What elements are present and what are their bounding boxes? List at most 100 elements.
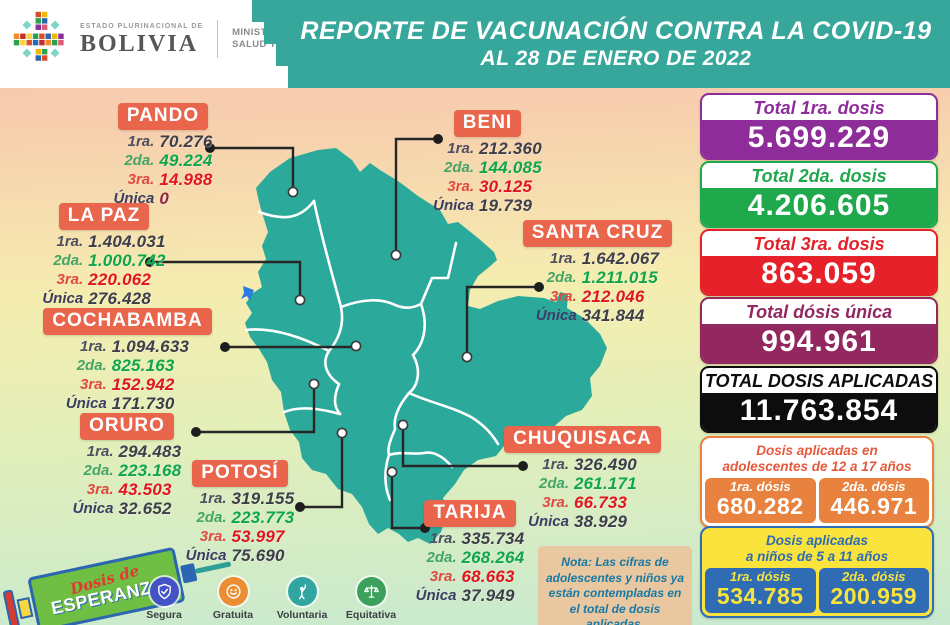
dose1-label: 1ra.: [127, 133, 155, 150]
total-dose2-label: Total 2da. dosis: [751, 166, 887, 186]
unique-dose-label: Única: [433, 197, 474, 214]
raised-hand-icon: [287, 577, 317, 606]
dose1-label: 1ra.: [80, 338, 107, 355]
adolescents-title-line2: adolescentes de 12 a 17 años: [722, 458, 912, 474]
value-label: Gratuita: [212, 609, 254, 621]
bolivia-coat-logo-icon: [13, 11, 64, 61]
adolescents-card-title: Dosis aplicadas en adolescentes de 12 a …: [705, 441, 929, 478]
dose2-value: 268.264: [461, 548, 525, 567]
dose2-value: 49.224: [159, 151, 213, 170]
children-dose1-value: 534.785: [716, 583, 804, 610]
value-label: Voluntaria: [276, 609, 328, 621]
department-name: POTOSÍ: [192, 460, 288, 487]
adolescents-dose1-value: 680.282: [716, 493, 804, 520]
dose1-label: 1ra.: [56, 233, 84, 250]
dose1-label: 1ra.: [447, 140, 474, 157]
department-block-oruro: ORURO 1ra. 294.483 2da. 223.168 3ra. 43.503…: [52, 413, 202, 518]
dose3-value: 30.125: [479, 177, 533, 196]
department-block-beni: BENI 1ra. 212.360 2da. 144.085 3ra. 30.125 …: [420, 110, 555, 215]
dose2-value: 825.163: [111, 356, 175, 375]
department-stats: 1ra. 1.094.633 2da. 825.163 3ra. 152.942 Ún…: [66, 337, 189, 413]
unique-dose-value: 37.949: [461, 586, 515, 605]
syringe-needle-icon: [194, 561, 232, 574]
smiley-icon: [218, 577, 248, 606]
dose1-value: 212.360: [479, 139, 542, 158]
value-label: Equitativa: [345, 609, 397, 621]
dose2-value: 261.171: [574, 474, 637, 493]
dose3-label: 3ra.: [56, 271, 84, 288]
syringe-seal-icon: [16, 596, 34, 620]
dose3-value: 66.733: [574, 493, 628, 512]
dose3-value: 53.997: [231, 527, 285, 546]
adolescents-dose-boxes: 1ra. dósis 680.282 2da. dósis 446.971: [705, 477, 929, 523]
unique-dose-label: Única: [415, 587, 457, 604]
department-stats: 1ra. 1.642.067 2da. 1.211.015 3ra. 212.046 …: [536, 249, 659, 325]
dose2-value: 223.773: [231, 508, 295, 527]
adolescents-dose2-label: 2da. dósis: [841, 478, 906, 494]
dose2-value: 1.211.015: [581, 268, 658, 287]
total-unique-dose-value: 994.961: [702, 324, 936, 362]
dose2-label: 2da.: [124, 152, 155, 169]
department-block-cochabamba: COCHABAMBA 1ra. 1.094.633 2da. 825.163 3ra…: [35, 308, 220, 413]
dose1-value: 1.094.633: [111, 337, 190, 356]
unique-dose-value: 276.428: [88, 289, 152, 308]
logo-divider: [217, 20, 219, 58]
dose1-label: 1ra.: [429, 530, 457, 547]
dose2-label: 2da.: [53, 252, 84, 269]
dose3-value: 68.663: [461, 567, 515, 586]
dose2-label: 2da.: [196, 509, 227, 526]
grand-total-card: TOTAL DOSIS APLICADAS 11.763.854: [700, 366, 938, 433]
children-card-title: Dosis aplicadas a niños de 5 a 11 años: [705, 531, 929, 568]
unique-dose-label: Única: [72, 500, 114, 517]
dose2-label: 2da.: [76, 357, 107, 374]
adolescents-dose2-box: 2da. dósis 446.971: [818, 477, 929, 523]
department-name: PANDO: [117, 103, 209, 130]
children-doses-card: Dosis aplicadas a niños de 5 a 11 años 1…: [700, 526, 934, 618]
header-bar: ESTADO PLURINACIONAL DE BOLIVIA MINISTER…: [0, 0, 950, 88]
dose2-value: 1.000.742: [88, 251, 166, 270]
unique-dose-value: 38.929: [574, 512, 628, 531]
department-stats: 1ra. 294.483 2da. 223.168 3ra. 43.503 Única…: [73, 442, 182, 518]
children-dose2-label: 2da. dósis: [841, 568, 906, 584]
note-box: Nota: Las cifras de adolescentes y niños…: [538, 546, 692, 625]
children-dose1-box: 1ra. dósis 534.785: [705, 567, 816, 613]
department-name: LA PAZ: [58, 203, 150, 230]
total-dose1-label: Total 1ra. dosis: [753, 98, 885, 118]
unique-dose-value: 171.730: [111, 394, 175, 413]
total-unique-dose-label: Total dósis única: [745, 302, 893, 322]
state-small-text: ESTADO PLURINACIONAL DE: [80, 22, 204, 30]
grand-total-label: TOTAL DOSIS APLICADAS: [704, 371, 934, 391]
dose1-value: 294.483: [118, 442, 182, 461]
dose3-value: 220.062: [88, 270, 152, 289]
dose3-label: 3ra.: [550, 288, 577, 305]
unique-dose-value: 75.690: [231, 546, 285, 565]
dose2-value: 223.168: [118, 461, 182, 480]
department-borders: [244, 199, 500, 502]
adolescents-dose1-box: 1ra. dósis 680.282: [705, 477, 816, 523]
children-dose2-value: 200.959: [830, 583, 918, 610]
dose1-value: 70.276: [159, 132, 213, 151]
children-dose1-label: 1ra. dósis: [729, 568, 791, 584]
note-text: Las cifras de adolescentes y niños ya es…: [545, 555, 685, 625]
lake-titicaca-arrow-icon: [241, 286, 254, 301]
total-card-unique-dose: Total dósis única 994.961: [700, 297, 938, 364]
state-name-block: ESTADO PLURINACIONAL DE BOLIVIA: [80, 23, 203, 56]
department-stats: 1ra. 326.490 2da. 261.171 3ra. 66.733 Única…: [528, 455, 637, 531]
unique-dose-label: Única: [113, 190, 155, 207]
adolescents-dose1-label: 1ra. dósis: [729, 478, 791, 494]
campaign-values-row: Segura Gratuita Voluntaria: [138, 577, 397, 621]
children-title-line1: Dosis aplicadas: [765, 533, 869, 548]
dose2-label: 2da.: [426, 549, 457, 566]
grand-total-value: 11.763.854: [702, 393, 936, 431]
unique-dose-value: 0: [159, 189, 169, 208]
total-dose1-value: 5.699.229: [702, 120, 936, 158]
dose3-value: 14.988: [159, 170, 213, 189]
dose1-value: 1.642.067: [581, 249, 660, 268]
report-title-banner: REPORTE DE VACUNACIÓN CONTRA LA COVID-19…: [252, 0, 950, 88]
dose3-label: 3ra.: [447, 178, 474, 195]
total-dose3-value: 863.059: [702, 256, 936, 294]
value-item-gratuita: Gratuita: [207, 577, 259, 621]
dose1-label: 1ra.: [199, 490, 227, 507]
unique-dose-label: Única: [42, 290, 84, 307]
